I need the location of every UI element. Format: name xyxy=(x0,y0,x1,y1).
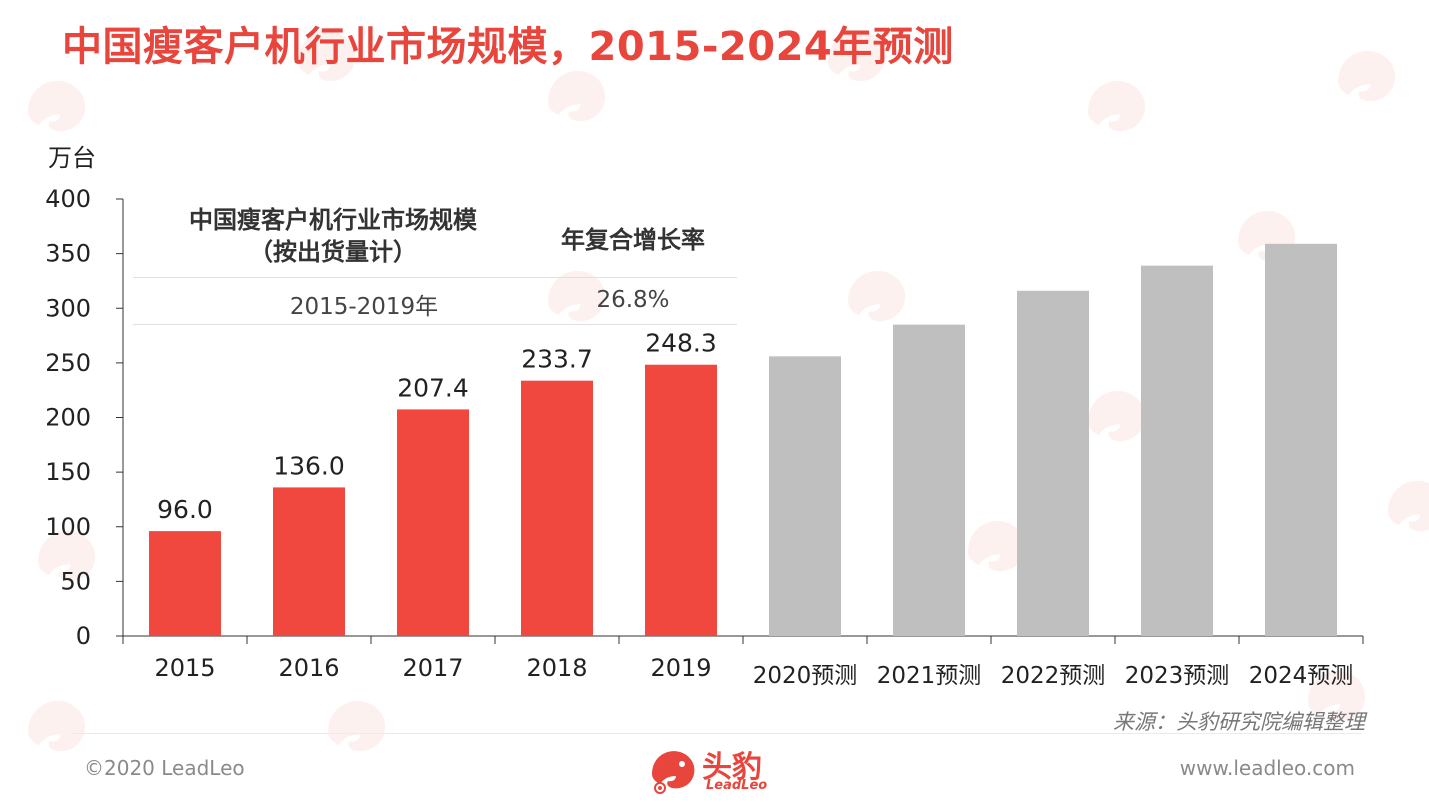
x-category-label: 2022预测 xyxy=(1001,663,1106,689)
bar-2023预测 xyxy=(1141,265,1213,636)
y-tick-label: 100 xyxy=(45,513,91,541)
x-category-label: 2023预测 xyxy=(1125,663,1230,689)
y-axis-unit-label: 万台 xyxy=(48,144,96,172)
bar-2016 xyxy=(273,487,345,636)
bar-2024预测 xyxy=(1265,243,1337,637)
y-tick-label: 300 xyxy=(45,294,91,322)
x-category-label: 2017 xyxy=(402,654,463,682)
logo-subtext: LeadLeo xyxy=(706,778,768,793)
website-link[interactable]: www.leadleo.com xyxy=(1179,756,1355,780)
x-category-label: 2016 xyxy=(278,654,339,682)
bar-chart: 0 50 100 150 200 250 300 350 400 96.0 2015 136.0 201… xyxy=(45,185,1364,689)
bar-2018 xyxy=(521,380,593,636)
x-category-label: 2015 xyxy=(154,654,215,682)
x-category-label: 2018 xyxy=(526,654,587,682)
source-note: 来源：头豹研究院编辑整理 xyxy=(1113,710,1365,734)
footer-divider xyxy=(72,733,1362,734)
y-tick-label: 50 xyxy=(60,567,91,595)
data-label: 136.0 xyxy=(273,451,345,480)
cagr-table: 中国瘦客户机行业市场规模 （按出货量计） 年复合增长率 2015-2019年 26… xyxy=(133,200,737,326)
cagr-period: 2015-2019年 xyxy=(289,294,439,320)
bar-2022预测 xyxy=(1017,290,1089,636)
logo-text: 头豹 xyxy=(702,750,762,785)
x-category-label: 2019 xyxy=(650,654,711,682)
y-tick-label: 200 xyxy=(45,404,91,432)
cagr-rate-header: 年复合增长率 xyxy=(561,226,705,254)
bar-2020预测 xyxy=(769,356,841,636)
cagr-rate-value: 26.8% xyxy=(596,287,670,313)
data-label: 96.0 xyxy=(157,495,213,524)
cagr-divider-bottom xyxy=(133,324,737,325)
data-label: 233.7 xyxy=(521,345,593,374)
x-category-label: 2021预测 xyxy=(877,663,982,689)
bar-2021预测 xyxy=(893,324,965,636)
bar-2019 xyxy=(645,364,717,636)
copyright-text: ©2020 LeadLeo xyxy=(84,756,245,780)
y-tick-label: 150 xyxy=(45,458,91,486)
page-title: 中国瘦客户机行业市场规模，2015-2024年预测 xyxy=(62,24,954,70)
leopard-logo-icon xyxy=(652,751,695,794)
bar-2015 xyxy=(149,531,221,636)
data-label: 248.3 xyxy=(645,329,717,358)
data-label: 207.4 xyxy=(397,373,469,402)
y-tick-label: 400 xyxy=(45,185,91,213)
x-category-label: 2024预测 xyxy=(1249,663,1354,689)
leadleo-logo: 头豹 LeadLeo xyxy=(646,742,796,798)
bar-2017 xyxy=(397,409,469,636)
y-tick-label: 0 xyxy=(76,622,91,650)
y-tick-label: 350 xyxy=(45,240,91,268)
cagr-divider xyxy=(133,277,737,278)
cagr-metric-header: 中国瘦客户机行业市场规模 （按出货量计） xyxy=(189,206,477,266)
y-tick-label: 250 xyxy=(45,349,91,377)
x-category-label: 2020预测 xyxy=(753,663,858,689)
